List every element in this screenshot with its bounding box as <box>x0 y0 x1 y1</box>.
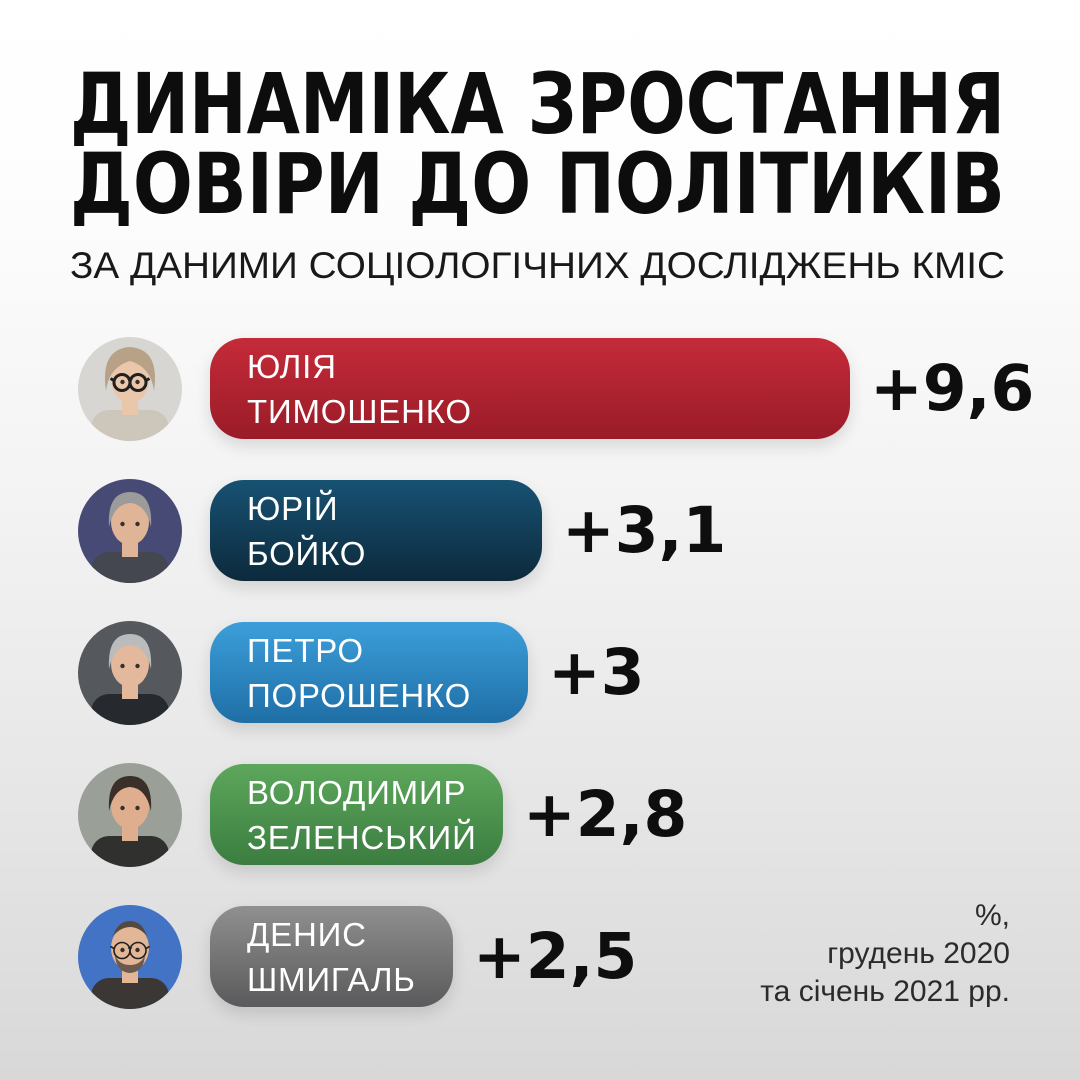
trust-bar: ПЕТРО ПОРОШЕНКО <box>210 622 528 723</box>
politician-last-name: ШМИГАЛЬ <box>247 960 416 998</box>
politician-photo <box>78 336 182 441</box>
trust-change-value: +2,5 <box>473 920 638 993</box>
politician-last-name: БОЙКО <box>247 534 367 572</box>
page-title-line1: ДИНАМІКА ЗРОСТАННЯ <box>70 55 1005 153</box>
politician-photo <box>78 762 182 867</box>
politician-row: ДЕНИС ШМИГАЛЬ +2,5 <box>78 904 638 1009</box>
page-title-line2: ДОВІРИ ДО ПОЛІТИКІВ <box>70 135 1005 233</box>
trust-bar: ЮЛІЯ ТИМОШЕНКО <box>210 338 850 439</box>
politician-last-name: ЗЕЛЕНСЬКИЙ <box>247 818 477 856</box>
person-icon <box>78 620 182 725</box>
trust-change-value: +3,1 <box>562 494 727 567</box>
footnote-period-line2: та січень 2021 рр. <box>760 975 1010 1008</box>
politician-last-name: ПОРОШЕНКО <box>247 676 472 714</box>
trust-bar-chart: ЮЛІЯ ТИМОШЕНКО +9,6 ЮРІЙ БОЙКО +3,1 ПЕТР… <box>78 336 1080 1018</box>
politician-first-name: ЮРІЙ <box>247 489 339 527</box>
page-subtitle: ЗА ДАНИМИ СОЦІОЛОГІЧНИХ ДОСЛІДЖЕНЬ КМІС <box>70 245 1005 286</box>
politician-row: ЮРІЙ БОЙКО +3,1 <box>78 478 727 583</box>
politician-row: ВОЛОДИМИР ЗЕЛЕНСЬКИЙ +2,8 <box>78 762 688 867</box>
trust-change-value: +2,8 <box>523 778 688 851</box>
politician-row: ЮЛІЯ ТИМОШЕНКО +9,6 <box>78 336 1035 441</box>
trust-bar: ДЕНИС ШМИГАЛЬ <box>210 906 453 1007</box>
trust-bar: ВОЛОДИМИР ЗЕЛЕНСЬКИЙ <box>210 764 503 865</box>
politician-row: ПЕТРО ПОРОШЕНКО +3 <box>78 620 645 725</box>
page-subtitle-text: ЗА ДАНИМИ СОЦІОЛОГІЧНИХ ДОСЛІДЖЕНЬ КМІС <box>70 245 1005 286</box>
politician-photo <box>78 620 182 725</box>
politician-first-name: ПЕТРО <box>247 631 364 669</box>
trust-change-value: +3 <box>548 636 645 709</box>
trust-bar: ЮРІЙ БОЙКО <box>210 480 542 581</box>
trust-change-value: +9,6 <box>870 352 1035 425</box>
politician-first-name: ДЕНИС <box>247 915 367 953</box>
chart-footnote: %, грудень 2020 та січень 2021 рр. <box>760 897 1010 1011</box>
person-icon <box>78 904 182 1009</box>
politician-first-name: ЮЛІЯ <box>247 347 337 385</box>
footnote-period-line1: грудень 2020 <box>827 937 1010 970</box>
politician-photo <box>78 904 182 1009</box>
footnote-unit: %, <box>974 899 1010 932</box>
person-icon <box>78 478 182 583</box>
person-icon <box>78 336 182 441</box>
person-icon <box>78 762 182 867</box>
politician-first-name: ВОЛОДИМИР <box>247 773 467 811</box>
page-title-line2-text: ДОВІРИ ДО ПОЛІТИКІВ <box>70 135 1005 233</box>
page-title-line1-text: ДИНАМІКА ЗРОСТАННЯ <box>70 55 1005 153</box>
politician-photo <box>78 478 182 583</box>
politician-last-name: ТИМОШЕНКО <box>247 392 472 430</box>
